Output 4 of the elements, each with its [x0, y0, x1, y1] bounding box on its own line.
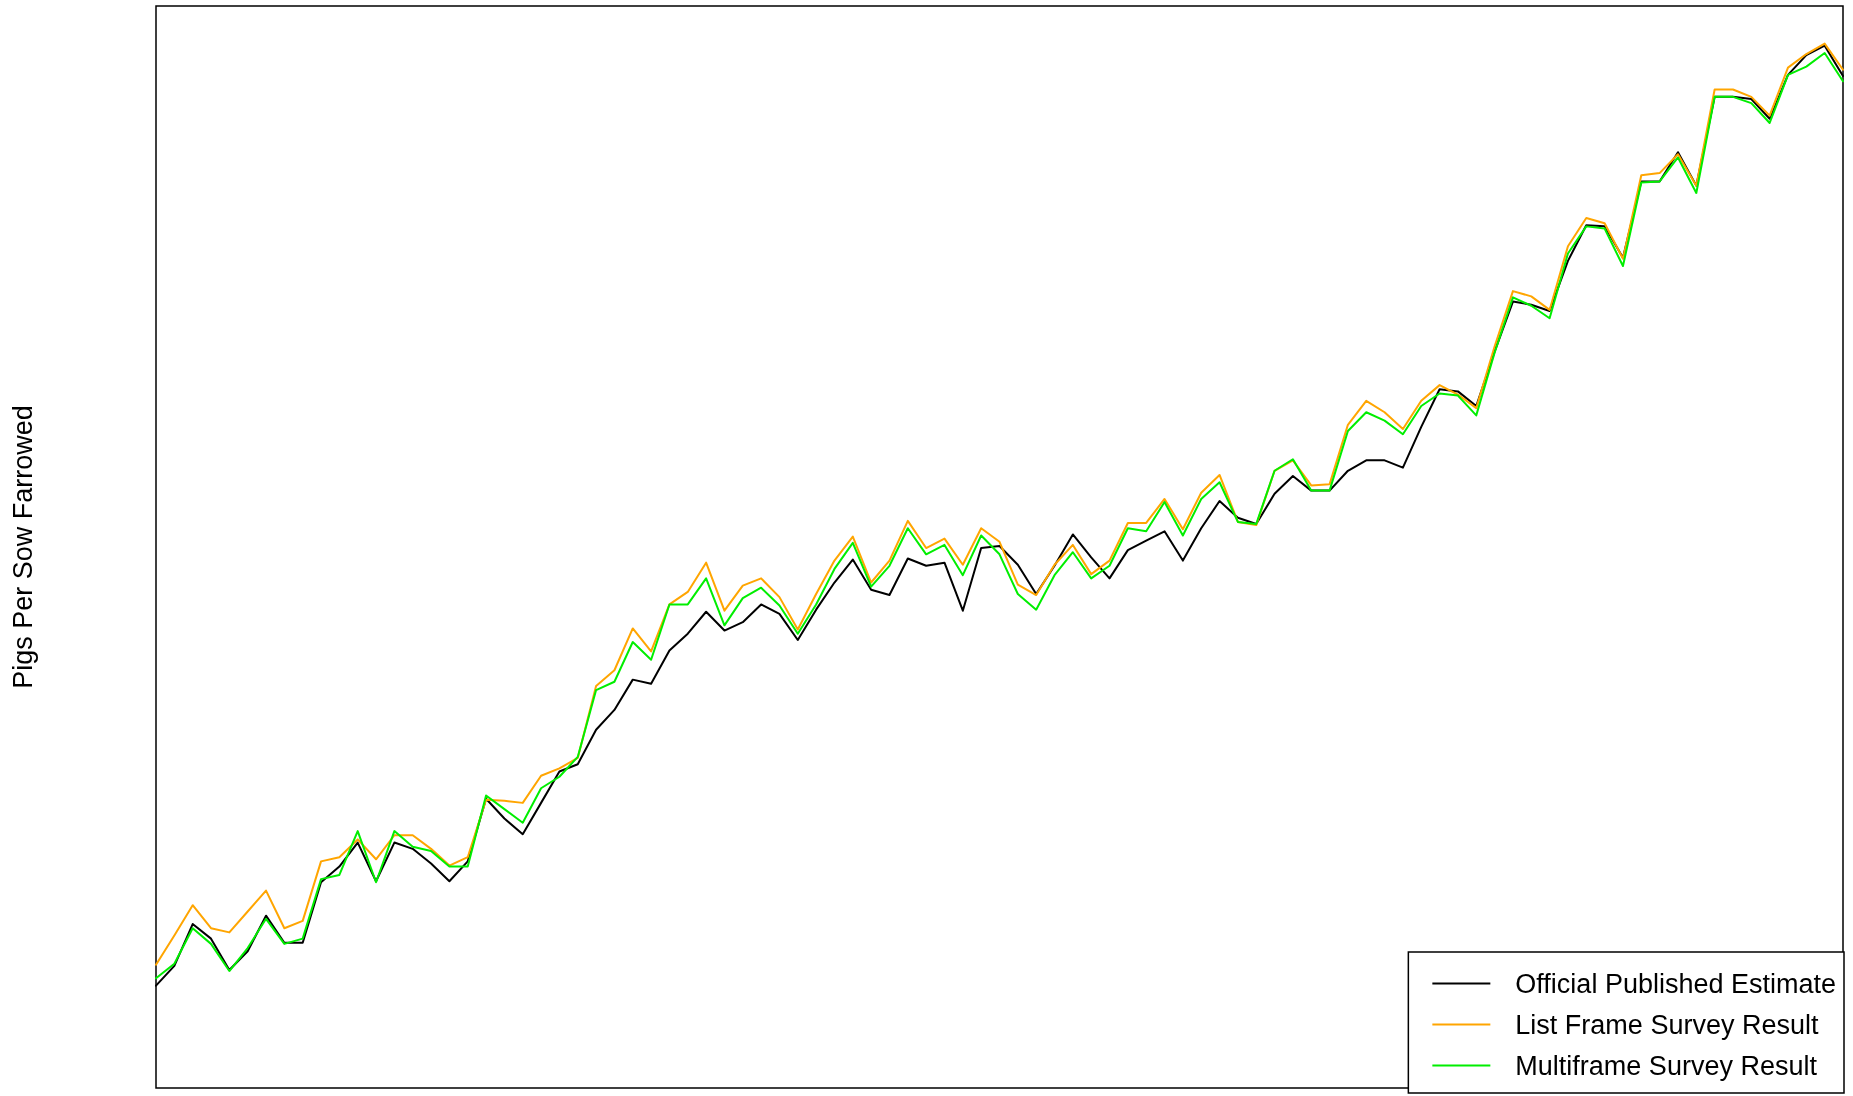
- legend-label: Multiframe Survey Result: [1515, 1050, 1818, 1081]
- y-axis-title: Pigs Per Sow Farrowed: [7, 405, 38, 689]
- legend-label: Official Published Estimate: [1515, 968, 1836, 999]
- legend-label: List Frame Survey Result: [1515, 1009, 1819, 1040]
